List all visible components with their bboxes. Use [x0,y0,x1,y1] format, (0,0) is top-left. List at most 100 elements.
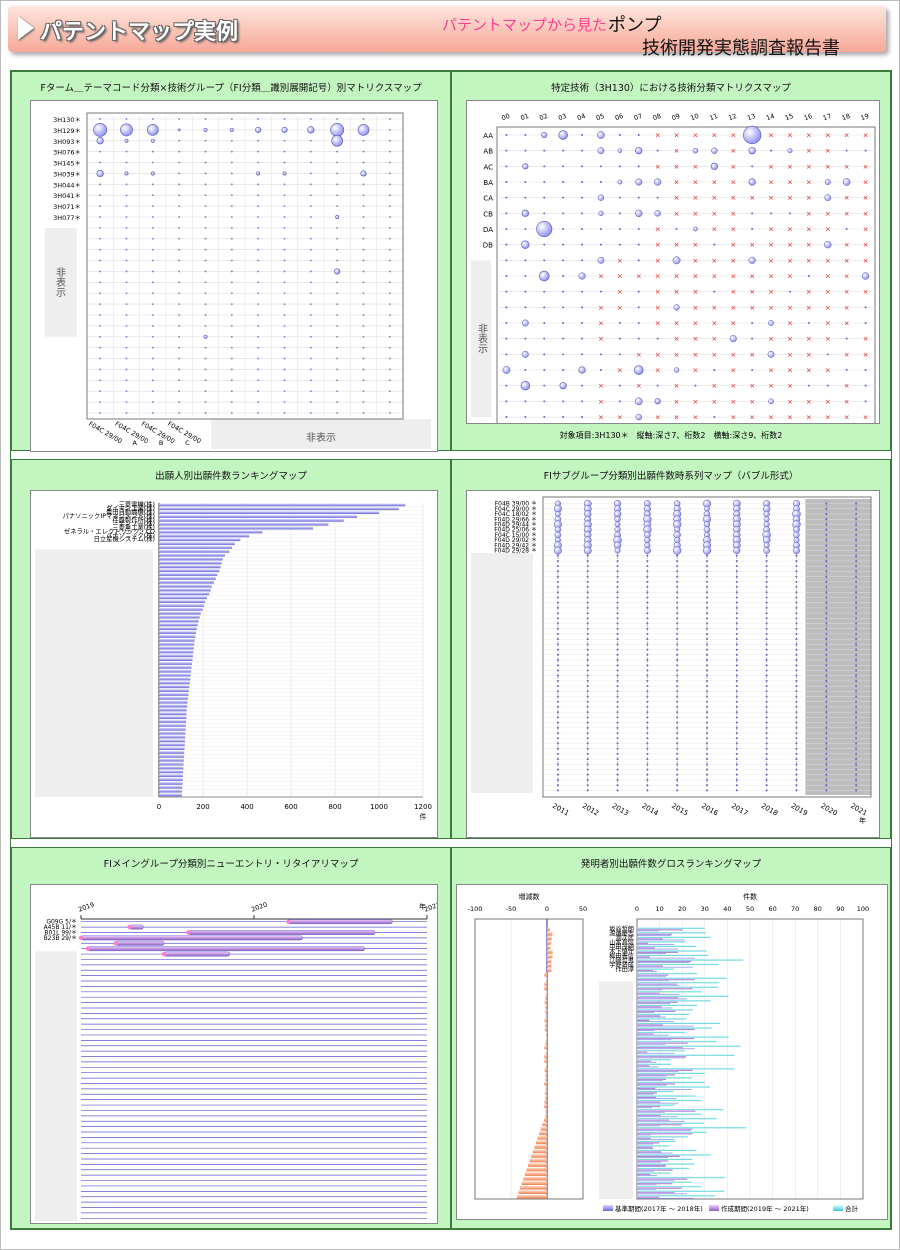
empty-dot [257,118,260,120]
bubble [96,169,104,178]
total-bar [637,1167,690,1170]
empty-dot [309,368,312,371]
empty-dot [735,737,738,740]
entry-marker [127,924,132,930]
empty-dot [230,226,233,229]
empty-dot [676,716,679,719]
bar [159,770,184,774]
empty-dot [765,632,768,635]
empty-dot [230,335,233,338]
bubble [521,209,529,217]
bubble [672,256,681,265]
empty-dot [735,674,738,677]
empty-dot [618,337,621,340]
cross-mark: × [825,335,831,343]
empty-dot [599,243,602,246]
cross-mark: × [711,132,717,140]
empty-dot [388,248,391,251]
recent-bar [637,1042,688,1044]
empty-dot [556,763,559,766]
cross-mark: × [844,241,850,249]
empty-dot [99,226,102,229]
recent-bar [637,1010,676,1012]
empty-dot [99,379,102,382]
empty-dot [562,369,565,371]
cross-mark: × [711,304,717,312]
empty-dot [735,580,738,583]
empty-dot [795,679,798,682]
cross-mark: × [787,163,793,171]
empty-dot [586,586,589,589]
cross-mark: × [825,147,831,155]
empty-dot [362,139,365,142]
empty-dot [706,632,708,635]
base-bar [637,1197,693,1199]
cross-mark: × [825,226,831,234]
base-bar [637,1075,667,1077]
recent-bar [637,960,692,963]
empty-dot [505,353,508,356]
recent-bar [637,1073,676,1076]
empty-dot [524,181,527,183]
empty-dot [795,638,798,641]
total-bar [637,1081,705,1083]
empty-dot [230,324,233,327]
empty-dot [99,248,102,251]
empty-dot [556,778,559,781]
empty-dot [855,653,858,656]
recent-bar [637,965,664,967]
bubble [768,320,774,326]
empty-dot [336,194,339,197]
empty-dot [676,586,679,589]
empty-dot [309,259,312,262]
empty-dot [795,627,798,630]
empty-dot [309,226,312,229]
diff-bar [547,931,553,936]
empty-dot [257,216,260,218]
left-tick-label: 50 [579,905,587,913]
plot-border [86,112,404,420]
empty-dot [855,570,858,573]
empty-dot [765,565,768,568]
empty-dot [616,622,619,625]
empty-dot [586,784,589,787]
cross-mark: × [806,210,812,218]
empty-dot [204,139,207,142]
cross-mark: × [825,132,831,140]
empty-dot [151,292,154,295]
x-tick-label: 2016 [700,802,720,818]
chart-footnote: 対象項目:3H130＊ 縦軸:深さ7、桁数2 横軸:深さ9、桁数2 [559,431,783,440]
empty-dot [283,150,286,153]
empty-dot [616,591,619,594]
empty-dot [257,150,260,153]
empty-dot [586,711,589,714]
cross-mark: × [844,398,850,406]
x-tick-label: 2011 [551,802,570,818]
bubble [177,128,181,132]
y-tick-label: CA [483,195,493,203]
empty-dot [825,763,828,766]
bubble [147,124,159,136]
diff-bar [545,1040,547,1045]
diff-bar [547,950,553,954]
empty-dot [616,653,619,656]
x-tick-label: 17 [822,112,833,122]
empty-dot [795,653,798,656]
empty-dot [795,570,798,573]
empty-dot [765,752,768,755]
empty-dot [795,695,798,698]
empty-dot [556,685,559,688]
empty-dot [825,612,828,615]
chart-area: 増減数 件数 -100 -50 0 50 0 10 20 30 40 50 60 70 80 90 100 坂谷哲… [456,884,888,1220]
empty-dot [735,679,738,682]
empty-dot [616,721,619,724]
cross-mark: × [749,382,755,390]
empty-dot [706,690,708,693]
empty-dot [706,705,708,708]
base-bar [637,1102,679,1104]
base-bar [637,1034,669,1036]
empty-dot [706,716,708,719]
bar-label: 江崎哲男 [609,957,634,965]
empty-dot [855,679,858,682]
cross-mark: × [693,288,699,296]
